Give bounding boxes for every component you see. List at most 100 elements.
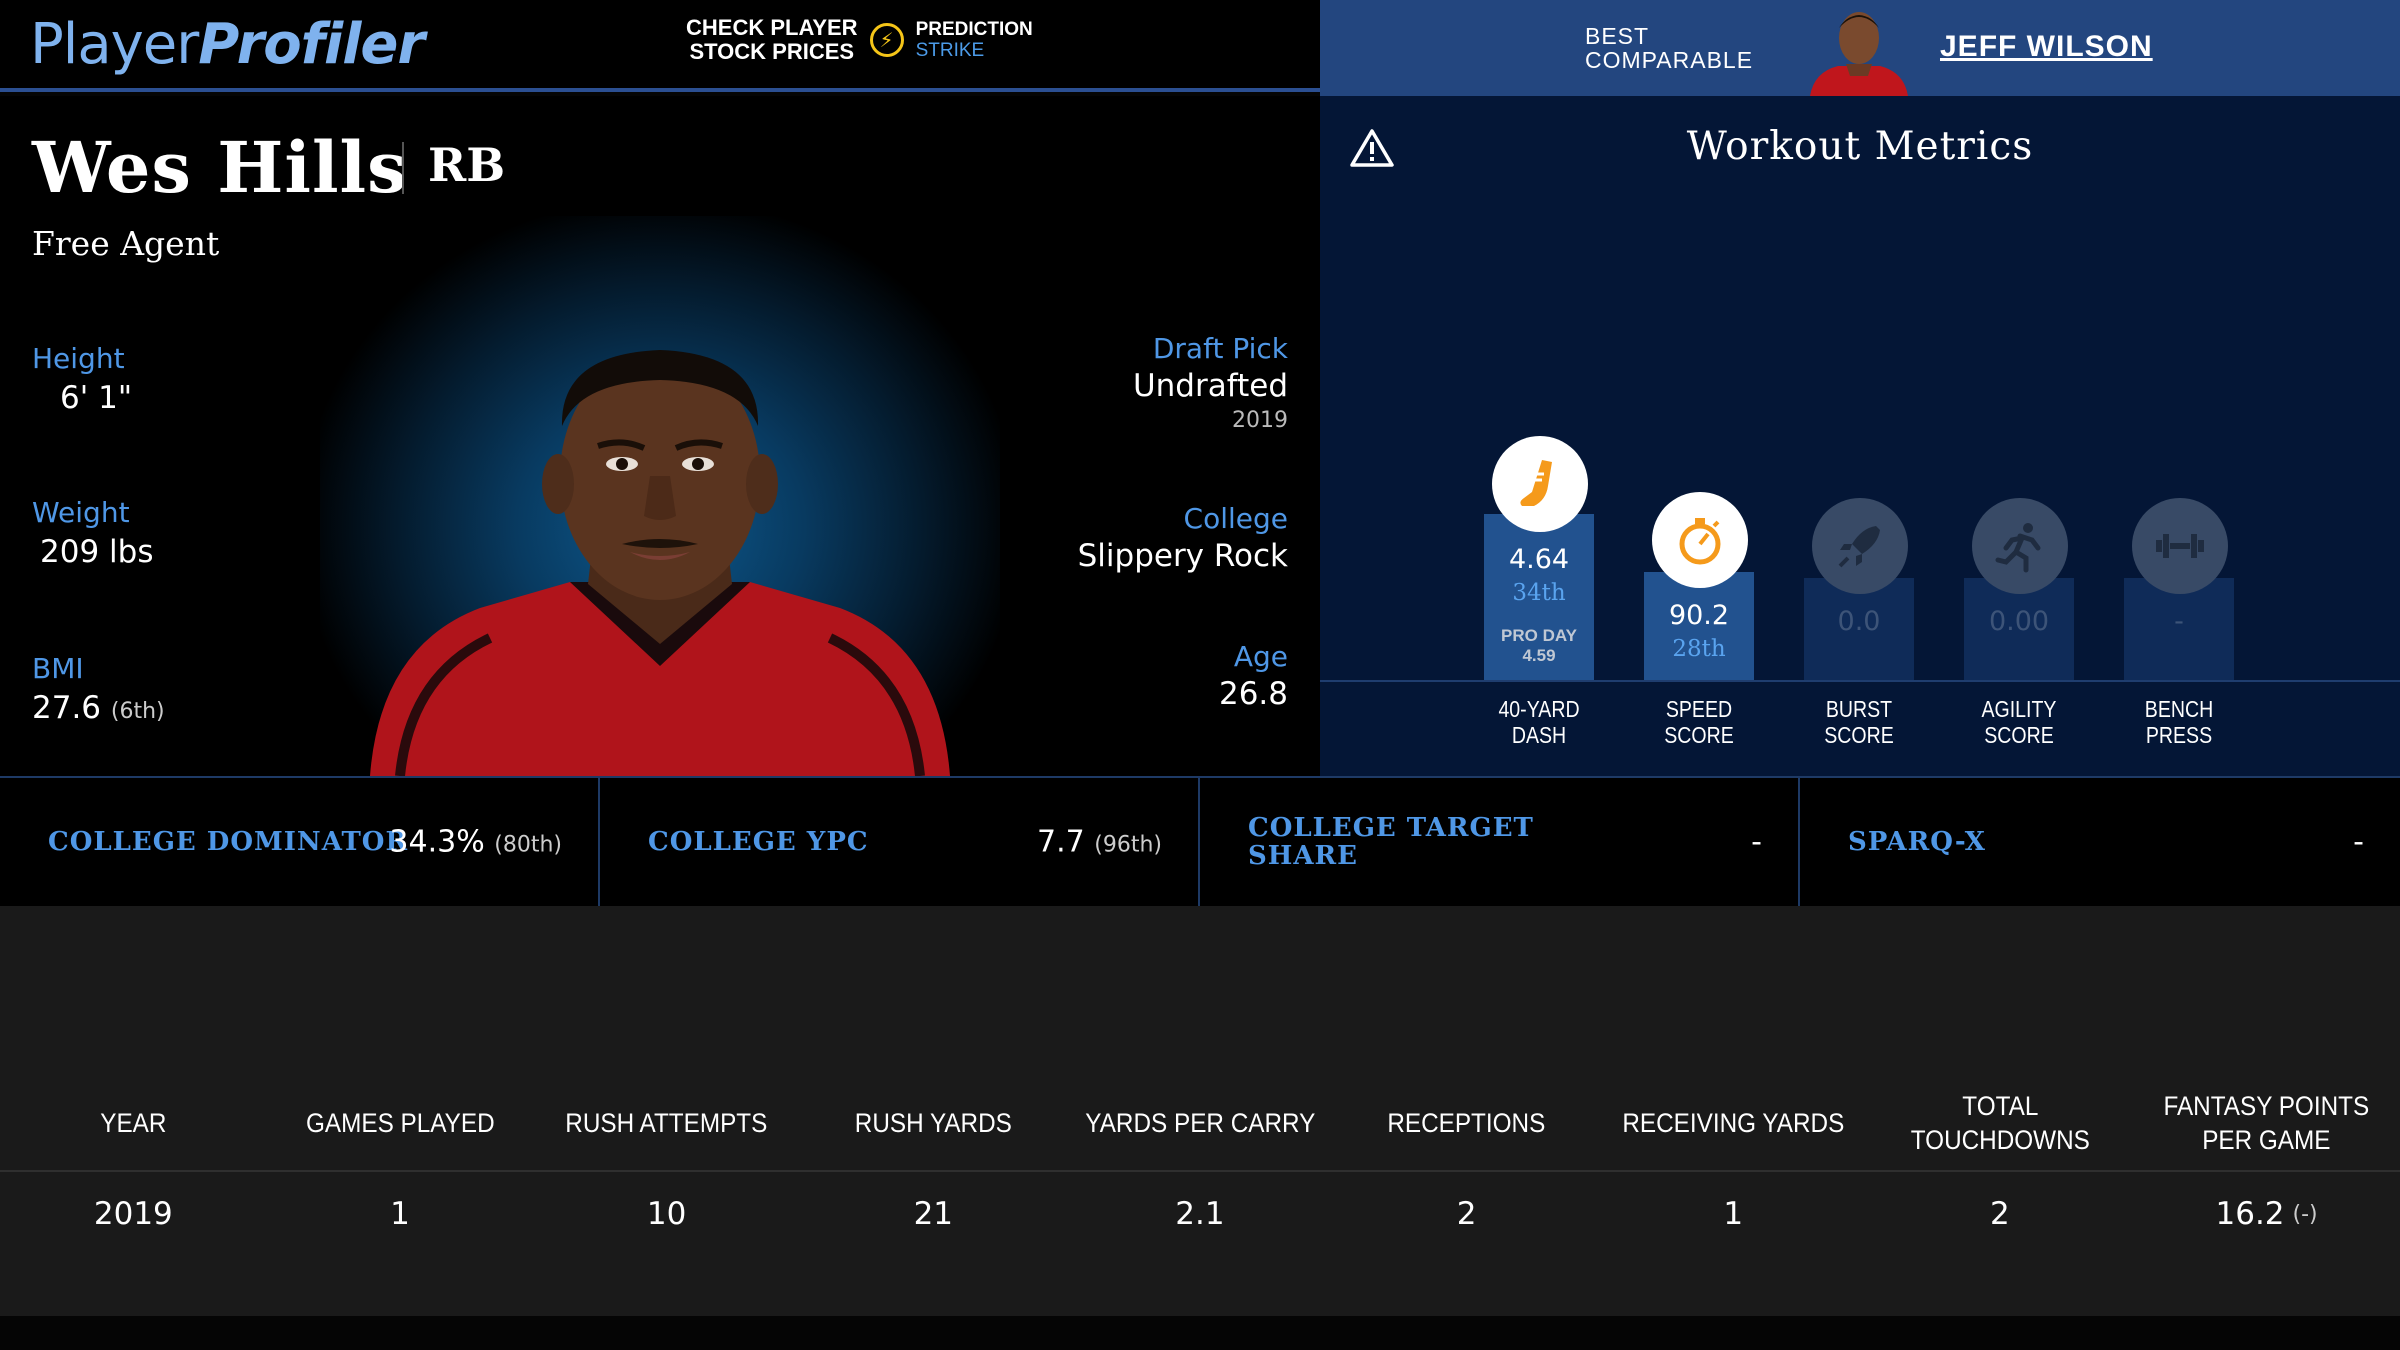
stat-value: - (2353, 824, 2364, 860)
metric-label: 40-YARD DASH (1475, 696, 1603, 748)
promo-line-2: STOCK PRICES (689, 39, 855, 64)
table-cell: 1 (390, 1196, 410, 1232)
column-header-rush-yards[interactable]: RUSH YARDS (854, 1108, 1012, 1138)
college-value: Slippery Rock (1077, 538, 1288, 574)
stat-value: 7.7 (96th) (1037, 825, 1162, 860)
workout-metrics-panel: Workout Metrics 4.64 34th PRO DAY 4.59 4… (1320, 96, 2400, 776)
metric-label-line-1: BENCH (2144, 696, 2214, 722)
metric-value: 0.0 (1837, 606, 1881, 637)
best-label: BEST (1585, 23, 1650, 49)
stat-label[interactable]: COLLEGE TARGET SHARE (1248, 813, 1534, 871)
stat-college-target-share: COLLEGE TARGET SHARE - (1200, 778, 1800, 906)
column-header-games-played[interactable]: GAMES PLAYED (305, 1108, 495, 1138)
promo-line-1: CHECK PLAYER (686, 15, 858, 40)
player-info-panel: Wes Hills RB Free Agent Height 6' 1" Wei… (0, 96, 1320, 776)
metric-bar (1484, 514, 1594, 680)
stat-value: - (1751, 824, 1762, 860)
metric-label: SPEED SCORE (1635, 696, 1763, 748)
promo-brand-1: PREDICTION (915, 19, 1033, 40)
table-cell: 2 (1456, 1196, 1477, 1232)
site-header: PlayerProfiler CHECK PLAYER STOCK PRICES… (0, 0, 1320, 92)
player-name: Wes Hills (32, 126, 408, 209)
logo-text-player: Player (30, 12, 199, 77)
stat-college-dominator: COLLEGE DOMINATOR 34.3% (80th) (0, 778, 600, 906)
comparable-label: COMPARABLE (1585, 47, 1754, 73)
pro-day-label: PRO DAY (1501, 626, 1577, 645)
table-cell: 16.2 (-) (2133, 1174, 2400, 1254)
column-header-rush-attempts[interactable]: RUSH ATTEMPTS (565, 1108, 768, 1138)
draft-year: 2019 (1232, 408, 1288, 433)
metric-bar (2124, 578, 2234, 680)
column-header-yards-per-carry[interactable]: YARDS PER CARRY (1084, 1108, 1315, 1138)
stat-value: 34.3% (80th) (389, 825, 562, 860)
table-cell: 2.1 (1175, 1196, 1225, 1232)
height-label: Height (32, 342, 125, 375)
column-header-total-touchdowns[interactable]: TOTAL TOUCHDOWNS (1910, 1091, 2090, 1155)
metric-value: 4.64 (1508, 544, 1570, 575)
table-cell: 1 (1723, 1196, 1744, 1232)
metric-rank: 28th (1672, 636, 1726, 662)
table-header-row: YEAR GAMES PLAYED RUSH ATTEMPTS RUSH YAR… (0, 1076, 2400, 1172)
best-comparable-bar: BEST COMPARABLE JEFF WILSON (1320, 0, 2400, 96)
metric-label-line-1: AGILITY (1981, 696, 2057, 722)
warning-icon[interactable] (1350, 128, 1394, 168)
player-team: Free Agent (32, 224, 220, 263)
metric-value: - (2174, 606, 2184, 637)
runner-icon (1972, 498, 2068, 594)
metric-label-line-2: DASH (1511, 722, 1567, 748)
shoe-icon (1492, 436, 1588, 532)
player-headshot (370, 350, 950, 776)
stat-label[interactable]: SPARQ-X (1848, 827, 1986, 857)
metric-label: BURST SCORE (1795, 696, 1923, 748)
metric-bar (1964, 578, 2074, 680)
height-value: 6' 1" (60, 380, 133, 416)
metric-bar (1644, 572, 1754, 680)
prediction-strike-logo: PREDICTION STRIKE (916, 19, 1033, 61)
pro-day-result: PRO DAY 4.59 (1484, 626, 1594, 666)
fantasy-points-rank: (-) (2292, 1201, 2318, 1227)
workout-metrics-title: Workout Metrics (1686, 124, 2034, 169)
player-position: RB (428, 138, 506, 192)
weight-value: 209 lbs (40, 534, 154, 570)
metric-bar (1804, 578, 1914, 680)
metric-label-line-2: PRESS (2145, 722, 2213, 748)
comparable-player-photo (1810, 12, 1908, 96)
name-position-divider (402, 142, 404, 194)
stat-label[interactable]: COLLEGE YPC (648, 827, 869, 857)
table-cell: 10 (646, 1196, 687, 1232)
column-header-receiving-yards[interactable]: RECEIVING YARDS (1622, 1108, 1845, 1138)
bmi-label: BMI (32, 652, 84, 685)
column-header-receptions[interactable]: RECEPTIONS (1387, 1108, 1546, 1138)
metric-value: 0.00 (1988, 606, 2050, 637)
logo-text-profiler: Profiler (198, 12, 425, 77)
draft-pick-label: Draft Pick (1152, 332, 1288, 365)
comparable-player-link[interactable]: JEFF WILSON (1940, 30, 2153, 63)
promo-text: CHECK PLAYER STOCK PRICES (686, 16, 858, 64)
rocket-icon (1812, 498, 1908, 594)
bmi-number: 27.6 (32, 690, 102, 726)
stopwatch-icon (1652, 492, 1748, 588)
stat-sparq-x: SPARQ-X - (1800, 778, 2400, 906)
metric-label-line-1: BURST (1825, 696, 1893, 722)
metrics-baseline (1320, 680, 2400, 682)
bmi-rank: (6th) (110, 699, 165, 724)
prediction-strike-promo[interactable]: CHECK PLAYER STOCK PRICES ⚡ PREDICTION S… (686, 16, 1033, 64)
column-header-fantasy-points-per-game[interactable]: FANTASY POINTS PER GAME (2163, 1091, 2370, 1155)
stat-rank: (96th) (1094, 832, 1162, 858)
table-cell: 2019 (93, 1196, 173, 1232)
stat-rank: (80th) (494, 832, 562, 858)
bmi-value: 27.6 (6th) (32, 690, 165, 726)
table-cell: 21 (913, 1196, 954, 1232)
age-value: 26.8 (1218, 676, 1288, 712)
metric-label-line-2: SCORE (1824, 722, 1894, 748)
stat-number: 7.7 (1037, 824, 1085, 860)
stat-college-ypc: COLLEGE YPC 7.7 (96th) (600, 778, 1200, 906)
column-header-year[interactable]: YEAR (100, 1108, 167, 1138)
college-stats-strip: COLLEGE DOMINATOR 34.3% (80th) COLLEGE Y… (0, 776, 2400, 906)
metric-label-line-2: SCORE (1984, 722, 2054, 748)
stat-label[interactable]: COLLEGE DOMINATOR (48, 827, 409, 857)
site-logo[interactable]: PlayerProfiler (30, 12, 425, 77)
metric-rank: 34th (1512, 580, 1566, 606)
metric-label-line-2: SCORE (1664, 722, 1734, 748)
